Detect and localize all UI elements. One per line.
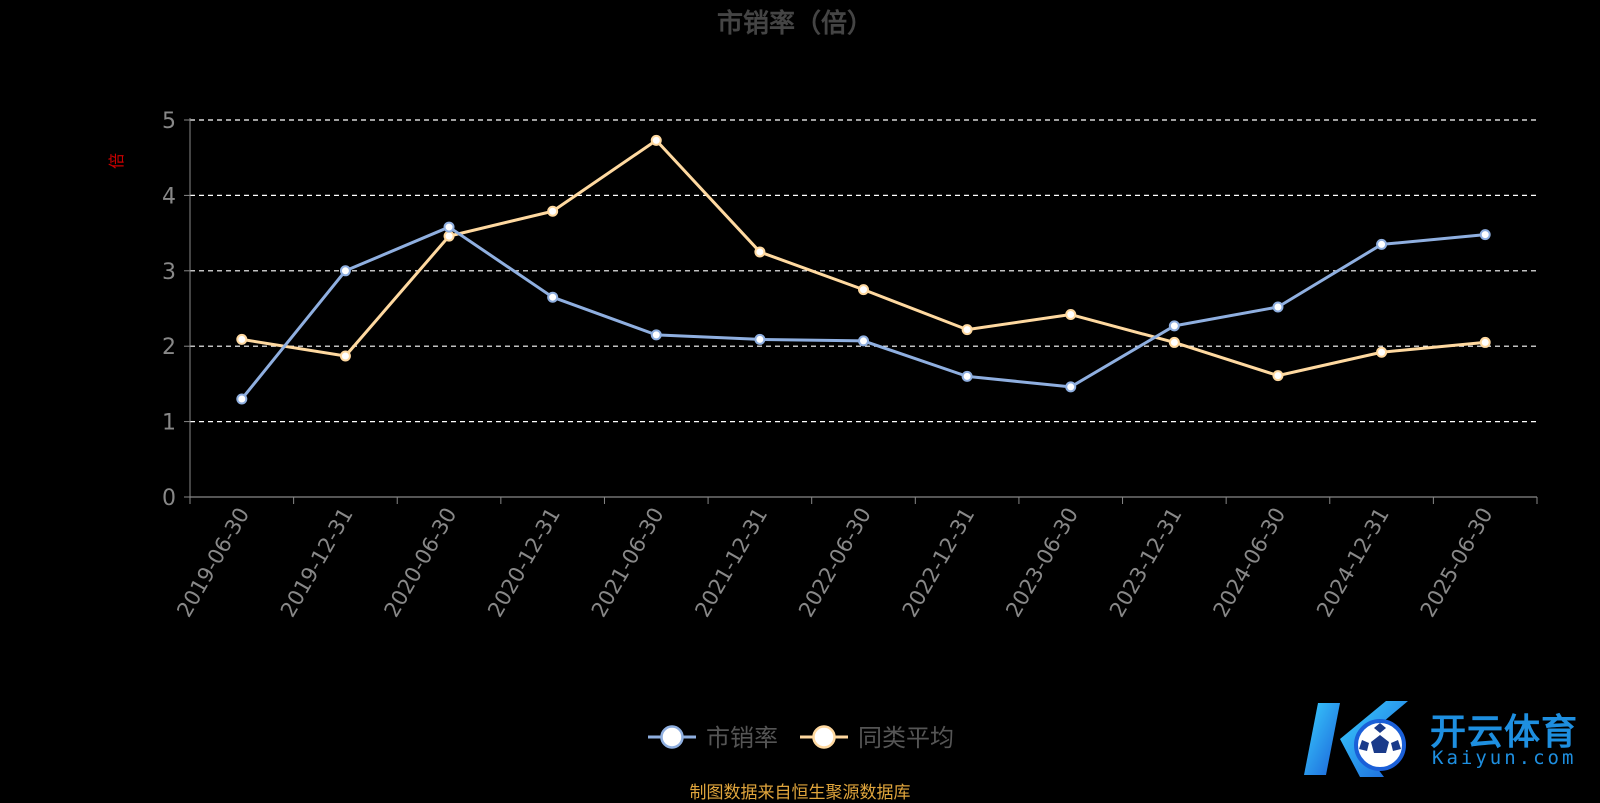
- data-point: [1065, 381, 1077, 393]
- data-point: [1272, 370, 1284, 382]
- y-tick-label: 1: [162, 411, 176, 436]
- y-tick-label: 5: [162, 109, 176, 134]
- x-tick-label: 2019-12-31: [276, 504, 358, 622]
- x-tick-label: 2024-06-30: [1208, 504, 1290, 622]
- data-point: [754, 246, 766, 258]
- data-point: [961, 324, 973, 336]
- data-point: [1065, 309, 1077, 321]
- x-tick-label: 2023-06-30: [1001, 504, 1083, 622]
- data-point: [339, 350, 351, 362]
- x-tick-label: 2020-06-30: [380, 504, 462, 622]
- source-footnote: 制图数据来自恒生聚源数据库: [689, 783, 911, 803]
- x-tick-label: 2021-12-31: [690, 504, 772, 622]
- series-line: [240, 225, 1486, 400]
- x-tick-label: 2021-06-30: [587, 504, 669, 622]
- data-point: [339, 265, 351, 277]
- x-tick-label: 2020-12-31: [483, 504, 565, 622]
- y-axis-label: 倍: [107, 153, 126, 169]
- watermark-domain: Kaiyun.com: [1432, 747, 1577, 769]
- data-point: [236, 333, 248, 345]
- x-tick-label: 2024-12-31: [1312, 504, 1394, 622]
- x-tick-label: 2022-06-30: [794, 504, 876, 622]
- data-point: [1272, 301, 1284, 313]
- data-point: [1168, 336, 1180, 348]
- data-point: [443, 230, 455, 242]
- x-tick-label: 2025-06-30: [1416, 504, 1498, 622]
- data-point: [650, 329, 662, 341]
- data-point: [547, 205, 559, 217]
- y-tick-label: 3: [162, 260, 176, 285]
- kaiyun-logo: 开云体育 Kaiyun.com: [1300, 695, 1590, 785]
- data-point: [236, 393, 248, 405]
- data-point: [1168, 320, 1180, 332]
- legend-label: 同类平均: [858, 724, 954, 752]
- legend-marker: [660, 725, 684, 749]
- chart-title: 市销率（倍）: [717, 8, 873, 39]
- kaiyun-logo-icon: [1304, 701, 1408, 777]
- x-tick-label: 2019-06-30: [172, 504, 254, 622]
- watermark-brand: 开云体育: [1430, 712, 1579, 753]
- data-point: [754, 333, 766, 345]
- data-point: [1376, 346, 1388, 358]
- x-tick-label: 2022-12-31: [898, 504, 980, 622]
- data-point: [1479, 336, 1491, 348]
- data-point: [443, 221, 455, 233]
- data-point: [547, 291, 559, 303]
- x-tick-label: 2023-12-31: [1105, 504, 1187, 622]
- y-tick-label: 4: [162, 184, 176, 209]
- data-point: [961, 370, 973, 382]
- y-tick-label: 2: [162, 335, 176, 360]
- legend-marker: [812, 725, 836, 749]
- y-tick-label: 0: [162, 486, 176, 511]
- data-point: [650, 134, 662, 146]
- legend-label: 市销率: [706, 724, 778, 752]
- data-point: [1376, 238, 1388, 250]
- data-point: [858, 335, 869, 347]
- data-point: [1479, 229, 1491, 241]
- data-point: [858, 284, 869, 296]
